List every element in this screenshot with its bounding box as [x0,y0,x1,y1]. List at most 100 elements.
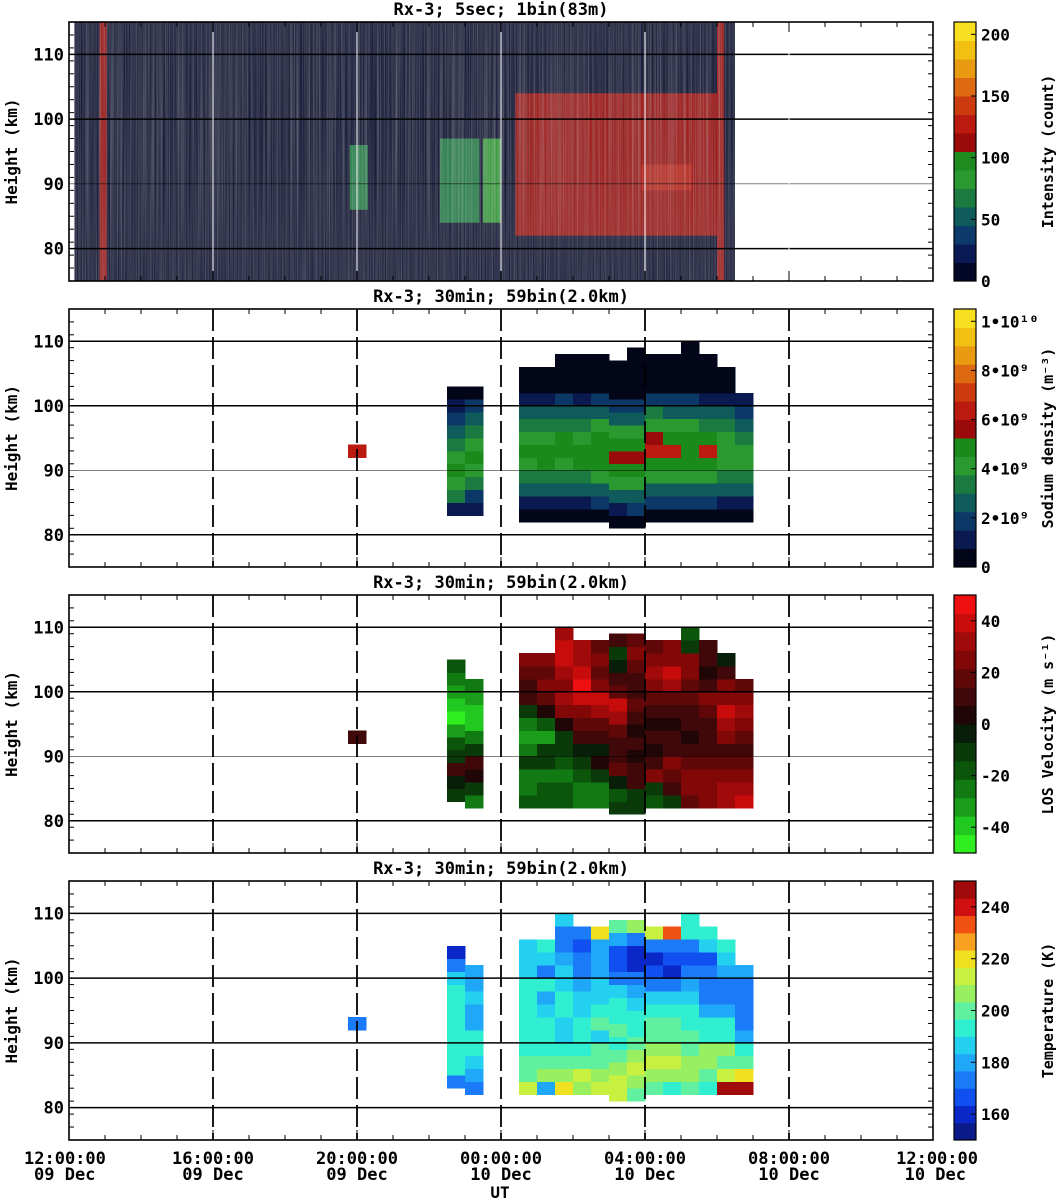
heatmap-cell-10-2 [627,788,646,802]
heatmap-cell-8-2 [591,1068,610,1083]
heatmap-cell-10-3 [627,775,646,789]
xtick-date-label: 10 Dec [614,1165,675,1185]
heatmap-cell-6-6 [555,1016,574,1031]
heatmap-cell-4-3 [519,483,538,497]
xtick-date-label: 09 Dec [182,1165,243,1185]
heatmap-cell-9-6 [609,736,628,751]
heatmap-cell-13-9 [681,691,700,706]
colorbar-swatch-14 [954,898,976,917]
heatmap-cell-8-3 [591,483,610,497]
heatmap-cell-9-8 [609,997,628,1011]
y-axis-label: Height (km) [2,671,21,777]
heatmap-cell-5-11 [537,665,556,680]
heatmap-cell-16-3 [735,483,754,497]
heatmap-cell-12-7 [663,717,682,731]
heatmap-cell-13-3 [681,1055,700,1070]
heatmap-cell-11-5 [645,743,664,757]
heatmap-cell-16-5 [735,457,754,471]
heatmap-cell-7-11 [573,665,592,680]
xtick-date-label: 09 Dec [34,1165,95,1185]
heatmap-cell-11-4 [645,470,664,484]
heatmap-cell-10-14 [627,633,646,647]
heatmap-cell-8-5 [591,1029,610,1044]
heatmap-cell-3-10 [465,678,484,693]
heatmap-cell-3-9 [465,691,484,706]
heatmap-cell-7-13 [573,926,592,940]
heatmap-cell-15-1 [717,794,736,809]
colorbar-tick-label: 40 [981,612,1000,631]
heatmap-cell-6-10 [555,392,574,407]
heatmap-cell-11-5 [645,457,664,471]
heatmap-cell-16-9 [735,405,754,420]
colorbar-swatch-11 [954,650,976,670]
heatmap-cell-10-1 [627,801,646,815]
colorbar-tick-label: 0 [981,558,991,577]
heatmap-cell-13-10 [681,678,700,693]
colorbar-swatch-11 [954,950,976,968]
heatmap-cell-10-2 [627,1075,646,1089]
heatmap-cell-6-8 [555,418,574,432]
heatmap-cell-6-7 [555,1004,574,1018]
colorbar-swatch-8 [954,705,976,725]
colorbar-swatch-8 [954,1001,976,1020]
heatmap-cell-13-2 [681,1068,700,1083]
heatmap-cell-6-11 [555,952,574,966]
heatmap-cell-14-7 [699,431,718,445]
heatmap-cell-6-4 [555,470,574,484]
heatmap-cell-11-8 [645,704,664,718]
heatmap-cell-6-12 [555,367,574,381]
heatmap-cell-12-3 [663,483,682,497]
heatmap-cell-6-11 [555,665,574,680]
heatmap-cell-5-5 [537,1029,556,1044]
heatmap-cell-15-2 [717,782,736,796]
heatmap-cell-6-14 [555,627,574,641]
heatmap-cell-16-9 [735,978,754,992]
heatmap-cell-2-5 [447,1023,466,1037]
heatmap-cell-15-5 [717,743,736,757]
heatmap-cell-13-8 [681,704,700,718]
heatmap-cell-12-9 [663,405,682,420]
heatmap-cell-10-11 [627,958,646,973]
heatmap-cell-7-3 [573,483,592,497]
heatmap-cell-5-10 [537,678,556,693]
heatmap-cell-12-10 [663,678,682,693]
heatmap-cell-11-2 [645,496,664,510]
heatmap-cell-10-9 [627,984,646,998]
heatmap-cell-6-4 [555,756,574,770]
colorbar-swatch-13 [954,327,976,347]
heatmap-cell-12-6 [663,1016,682,1031]
heatmap-cell-16-7 [735,431,754,445]
heatmap-cell-15-1 [717,1081,736,1096]
heatmap-cell-5-1 [537,508,556,523]
colorbar-swatch-7 [954,438,976,457]
heatmap-cell-14-11 [699,379,718,394]
heatmap-cell-9-3 [609,1062,628,1076]
heatmap-cell-11-8 [645,991,664,1005]
heatmap-cell-9-11 [609,958,628,973]
heatmap-cell-13-5 [681,1029,700,1044]
heatmap-cell-14-5 [699,457,718,471]
colorbar-swatch-6 [954,742,976,762]
heatmap-cell-15-10 [717,392,736,407]
heatmap-cell-3-5 [465,743,484,757]
heatmap-data [348,341,754,529]
heatmap-cell-3-4 [465,756,484,770]
noise-overlay [74,22,735,281]
heatmap-cell-3-10 [465,965,484,979]
heatmap-cell-10-4 [627,476,646,490]
ytick-label: 110 [33,618,64,638]
colorbar-swatch-7 [954,724,976,743]
heatmap-cell-15-3 [717,769,736,783]
heatmap-cell-7-12 [573,367,592,381]
heatmap-cell-7-2 [573,496,592,510]
heatmap-cell-16-4 [735,756,754,770]
heatmap-cell-13-8 [681,991,700,1005]
heatmap-cell-8-7 [591,717,610,731]
heatmap-cell-11-6 [645,444,664,458]
heatmap-cell-15-6 [717,1016,736,1031]
heatmap-cell-10-6 [627,1023,646,1037]
heatmap-cell-12-1 [663,508,682,523]
heatmap-cell-6-1 [555,1081,574,1096]
axis-ticks [68,880,934,1141]
